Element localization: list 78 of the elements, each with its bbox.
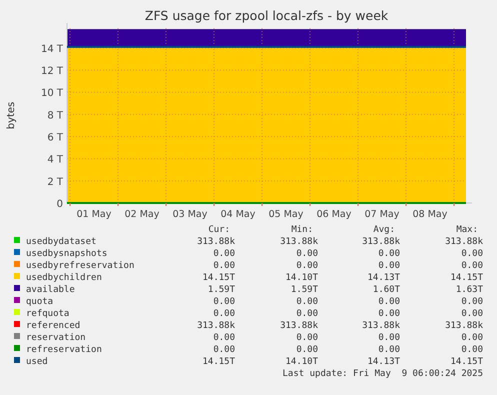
text: 14.13T xyxy=(367,357,401,367)
text: 1.63T xyxy=(456,285,484,295)
y-axis-title: bytes xyxy=(6,102,17,130)
text: 313.88k xyxy=(280,321,319,331)
text: 0.00 xyxy=(461,345,483,355)
text: 313.88k xyxy=(362,321,401,331)
text: 0.00 xyxy=(378,333,400,343)
text: 14.15T xyxy=(450,357,484,367)
text: Min: xyxy=(291,225,313,235)
text: 313.88k xyxy=(280,237,319,247)
text: 0.00 xyxy=(461,261,483,271)
x-tick-label: 08 May xyxy=(412,209,448,220)
text: 14.10T xyxy=(285,273,319,283)
text: 313.88k xyxy=(445,321,484,331)
text: Cur: xyxy=(208,225,230,235)
text: 0.00 xyxy=(296,345,318,355)
y-tick-label: 0 xyxy=(56,199,63,210)
text: 313.88k xyxy=(362,237,401,247)
x-tick-label: 05 May xyxy=(268,209,304,220)
legend-label: usedbyrefreservation xyxy=(26,261,134,271)
text: 1.60T xyxy=(372,285,401,295)
text: 14.15T xyxy=(202,273,236,283)
text: 0.00 xyxy=(378,345,400,355)
text: 0.00 xyxy=(378,261,400,271)
x-tick-label: 04 May xyxy=(220,209,256,220)
legend-label: usedbysnapshots xyxy=(26,249,108,259)
text: 313.88k xyxy=(197,321,236,331)
x-tick-label: 07 May xyxy=(364,209,400,220)
text: 0.00 xyxy=(461,333,483,343)
y-tick-label: 8 T xyxy=(47,110,64,122)
text: 0.00 xyxy=(213,309,235,319)
text: 0.00 xyxy=(213,333,235,343)
legend-label: available xyxy=(26,285,75,295)
y-tick-label: 4 T xyxy=(47,154,64,166)
text: 0.00 xyxy=(213,297,235,307)
chart-title: ZFS usage for zpool local-zfs - by week xyxy=(144,8,389,23)
y-tick-label: 14 T xyxy=(40,44,64,55)
text: 0.00 xyxy=(378,309,400,319)
legend-label: usedbychildren xyxy=(26,273,102,283)
text: 0.00 xyxy=(378,297,400,307)
text: 0.00 xyxy=(213,249,235,259)
y-tick-label: 2 T xyxy=(47,176,64,188)
legend-label: refquota xyxy=(26,309,70,319)
y-tick-label: 12 T xyxy=(40,66,64,78)
text: 0.00 xyxy=(296,297,318,307)
legend-label: refreservation xyxy=(26,345,102,355)
text: 313.88k xyxy=(197,237,236,247)
text: 0.00 xyxy=(296,333,318,343)
text: 0.00 xyxy=(296,249,318,259)
y-tick-label: 10 T xyxy=(40,88,64,100)
text: 0.00 xyxy=(296,261,318,271)
legend-label: usedbydataset xyxy=(26,237,96,247)
legend-label: quota xyxy=(26,297,54,307)
text: 0.00 xyxy=(378,249,400,259)
text: Last update: Fri May 9 06:00:24 2025 xyxy=(282,369,483,379)
text: 14.15T xyxy=(202,357,236,367)
legend-label: reservation xyxy=(26,333,86,343)
text: Avg: xyxy=(373,225,395,235)
x-tick-label: 02 May xyxy=(124,209,160,220)
text: 1.59T xyxy=(208,285,236,295)
text: 1.59T xyxy=(290,285,319,295)
text: 0.00 xyxy=(213,345,235,355)
text: 14.10T xyxy=(285,357,319,367)
text: 14.13T xyxy=(367,273,401,283)
y-tick-label: 6 T xyxy=(47,132,64,144)
x-tick-label: 03 May xyxy=(172,209,208,220)
text: 0.00 xyxy=(461,249,483,259)
x-tick-label: 06 May xyxy=(316,209,352,220)
legend-label: used xyxy=(26,357,48,367)
text: 0.00 xyxy=(461,309,483,319)
legend-label: referenced xyxy=(26,321,80,331)
text: 0.00 xyxy=(213,261,235,271)
text: 0.00 xyxy=(461,297,483,307)
text: 313.88k xyxy=(445,237,484,247)
text: 14.15T xyxy=(450,273,484,283)
text: Max: xyxy=(456,225,478,235)
text: 0.00 xyxy=(296,309,318,319)
x-tick-label: 01 May xyxy=(76,209,112,220)
